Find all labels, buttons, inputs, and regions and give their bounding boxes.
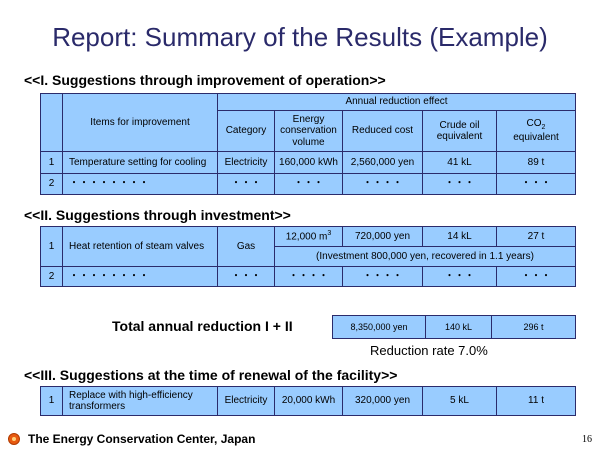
row-co2: ・・・ [496, 173, 576, 195]
table-row: 2 ・・・・・・・・ ・・・ ・・・・ ・・・・ ・・・ ・・・ [40, 266, 576, 287]
header-blank [40, 93, 63, 152]
investment-note: (Investment 800,000 yen, recovered in 1.… [274, 246, 576, 267]
header-items: Items for improvement [62, 93, 218, 152]
col-crude: Crude oil equivalent [422, 110, 497, 152]
row-crude: 5 kL [422, 386, 497, 416]
col-energy: Energy conservation volume [274, 110, 343, 152]
row-co2: 11 t [496, 386, 576, 416]
row-item: Replace with high-efficiency transformer… [62, 386, 218, 416]
row-no: 1 [40, 151, 63, 174]
section3-table: 1 Replace with high-efficiency transform… [40, 386, 576, 416]
total-crude: 140 kL [425, 315, 492, 339]
header-annual-effect: Annual reduction effect [217, 93, 576, 111]
row-no: 2 [40, 266, 63, 287]
total-co2: 296 t [491, 315, 576, 339]
table-row: 1 Replace with high-efficiency transform… [40, 386, 576, 416]
col-category: Category [217, 110, 275, 152]
row-co2: 89 t [496, 151, 576, 174]
total-label: Total annual reduction I + II [112, 318, 293, 334]
row-category: ・・・ [217, 173, 275, 195]
reduction-rate: Reduction rate 7.0% [370, 343, 488, 358]
total-cost: 8,350,000 yen [332, 315, 426, 339]
row-category: Electricity [217, 386, 275, 416]
row-cost: ・・・・ [342, 266, 423, 287]
row-energy: ・・・ [274, 173, 343, 195]
row-co2: ・・・ [496, 266, 576, 287]
col-co2: CO2 equivalent [496, 110, 576, 152]
table-row: 2 ・・・・・・・・ ・・・ ・・・ ・・・・ ・・・ ・・・ [40, 173, 576, 195]
row-item: Heat retention of steam valves [62, 226, 218, 267]
row-crude: 14 kL [422, 226, 497, 247]
row-item: Temperature setting for cooling [62, 151, 218, 174]
row-category: ・・・ [217, 266, 275, 287]
total-table: 8,350,000 yen 140 kL 296 t [332, 315, 576, 339]
row-category: Electricity [217, 151, 275, 174]
section3-heading: <<III. Suggestions at the time of renewa… [24, 367, 398, 383]
slide-title: Report: Summary of the Results (Example) [52, 22, 548, 52]
row-no: 1 [40, 226, 63, 267]
row-no: 2 [40, 173, 63, 195]
section2-heading: <<II. Suggestions through investment>> [24, 207, 291, 223]
table-row: 1 Heat retention of steam valves Gas 12,… [40, 226, 576, 267]
row-crude: ・・・ [422, 266, 497, 287]
row-energy: 160,000 kWh [274, 151, 343, 174]
row-energy: 20,000 kWh [274, 386, 343, 416]
row-item: ・・・・・・・・ [62, 266, 218, 287]
row-crude: 41 kL [422, 151, 497, 174]
row-cost: 320,000 yen [342, 386, 423, 416]
section2-table: 1 Heat retention of steam valves Gas 12,… [40, 226, 576, 287]
row-cost: ・・・・ [342, 173, 423, 195]
row-crude: ・・・ [422, 173, 497, 195]
row-item: ・・・・・・・・ [62, 173, 218, 195]
section1-heading: <<I. Suggestions through improvement of … [24, 72, 386, 88]
row-energy: ・・・・ [274, 266, 343, 287]
eccj-logo-icon [8, 433, 20, 445]
row-category: Gas [217, 226, 275, 267]
footer-org: The Energy Conservation Center, Japan [28, 432, 256, 446]
row-no: 1 [40, 386, 63, 416]
page-number: 16 [582, 434, 592, 445]
row-cost: 2,560,000 yen [342, 151, 423, 174]
section1-table: Items for improvement Annual reduction e… [40, 93, 576, 195]
row-energy: 12,000 m3 [274, 226, 343, 247]
table-row: 1 Temperature setting for cooling Electr… [40, 151, 576, 174]
col-cost: Reduced cost [342, 110, 423, 152]
row-co2: 27 t [496, 226, 576, 247]
row-cost: 720,000 yen [342, 226, 423, 247]
